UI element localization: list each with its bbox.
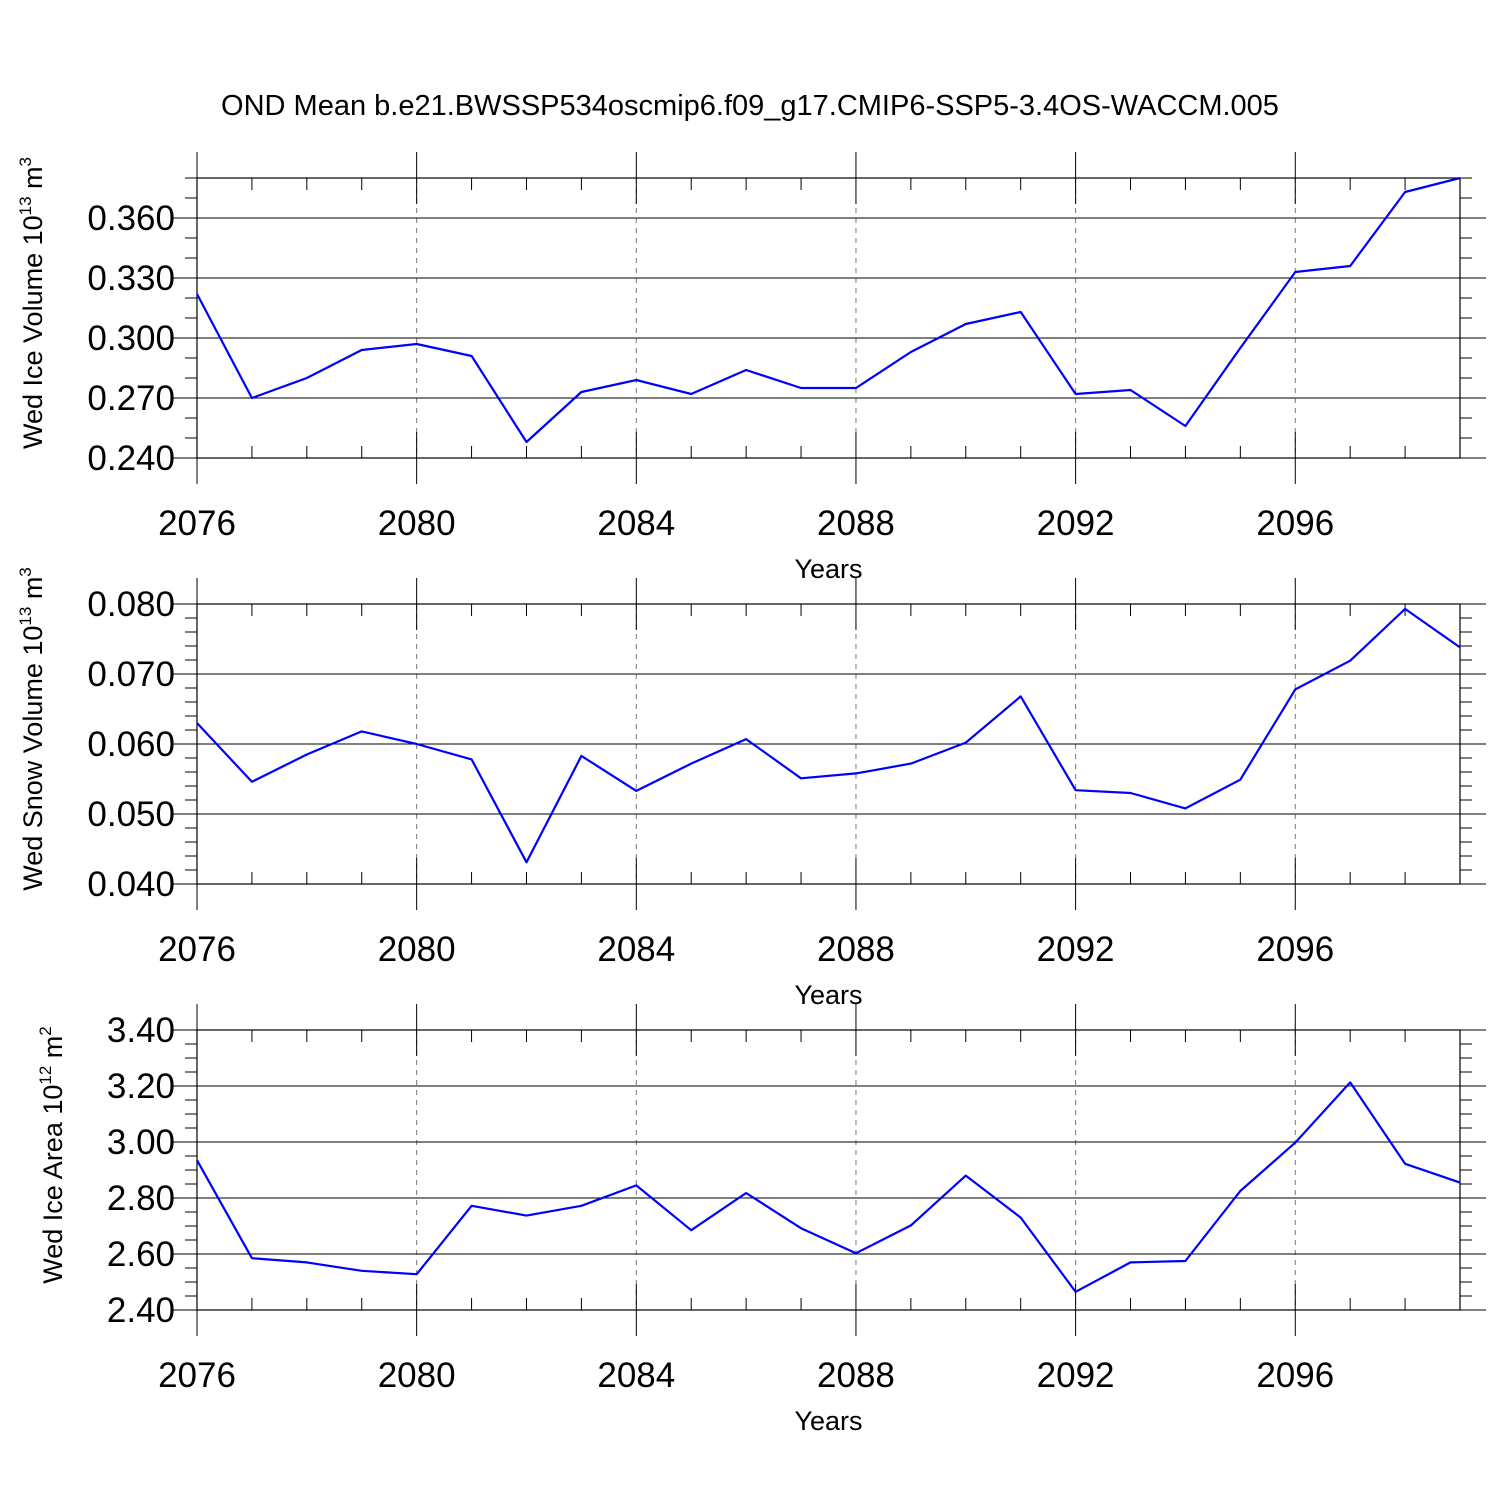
y-tick-label: 0.080 [87, 585, 175, 624]
chart-panels: 0.240 0.270 0.300 0.330 0.360 2076 2080 2084 208… [16, 152, 1486, 1436]
x-tick-label: 2088 [817, 1356, 895, 1395]
y-axis-label: Wed Ice Volume 1013 m3 [16, 157, 48, 449]
x-tick-label: 2080 [378, 930, 456, 969]
y-tick-label: 2.60 [107, 1235, 175, 1274]
plot-frame [196, 1029, 1461, 1311]
x-tick-label: 2088 [817, 504, 895, 543]
x-tick-label: 2084 [597, 1356, 675, 1395]
y-tick-label: 2.80 [107, 1179, 175, 1218]
x-tick-label: 2092 [1037, 1356, 1115, 1395]
x-tick-label: 2096 [1256, 1356, 1334, 1395]
y-tick-label: 0.240 [87, 439, 175, 478]
y-tick-label: 0.040 [87, 865, 175, 904]
y-tick-label: 0.060 [87, 725, 175, 764]
x-tick-label: 2088 [817, 930, 895, 969]
x-tick-label: 2092 [1037, 504, 1115, 543]
plot-frame [196, 177, 1461, 459]
x-tick-label: 2096 [1256, 930, 1334, 969]
y-tick-label: 3.00 [107, 1123, 175, 1162]
series-line [196, 607, 1461, 864]
y-tick-label: 0.050 [87, 795, 175, 834]
x-tick-label: 2080 [378, 504, 456, 543]
x-tick-label: 2084 [597, 504, 675, 543]
y-axis-label: Wed Snow Volume 1013 m3 [16, 567, 48, 891]
y-tick-label: 2.40 [107, 1291, 175, 1330]
x-tick-label: 2076 [158, 1356, 236, 1395]
series-line [196, 1081, 1461, 1293]
y-tick-label: 0.070 [87, 655, 175, 694]
x-tick-label: 2084 [597, 930, 675, 969]
y-tick-label: 0.330 [87, 259, 175, 298]
panel-2: 0.040 0.050 0.060 0.070 0.080 2076 2080 2084 208… [16, 567, 1486, 1010]
y-axis-label: Wed Ice Area 1012 m2 [36, 1026, 68, 1284]
x-tick-label: 2080 [378, 1356, 456, 1395]
x-axis-label: Years [794, 1406, 862, 1436]
chart-title: OND Mean b.e21.BWSSP534oscmip6.f09_g17.C… [221, 90, 1279, 122]
panel-3: 2.40 2.60 2.80 3.00 3.20 3.40 2076 2080 2084 2088… [36, 1004, 1486, 1436]
y-tick-label: 3.40 [107, 1011, 175, 1050]
series-line [196, 176, 1461, 444]
x-axis-label: Years [794, 980, 862, 1010]
x-tick-label: 2092 [1037, 930, 1115, 969]
y-tick-label: 0.360 [87, 199, 175, 238]
x-axis-label: Years [794, 554, 862, 584]
y-tick-label: 0.300 [87, 319, 175, 358]
panel-1: 0.240 0.270 0.300 0.330 0.360 2076 2080 2084 208… [16, 152, 1486, 584]
x-tick-label: 2076 [158, 930, 236, 969]
y-tick-label: 0.270 [87, 379, 175, 418]
x-tick-label: 2096 [1256, 504, 1334, 543]
x-tick-label: 2076 [158, 504, 236, 543]
y-tick-label: 3.20 [107, 1067, 175, 1106]
